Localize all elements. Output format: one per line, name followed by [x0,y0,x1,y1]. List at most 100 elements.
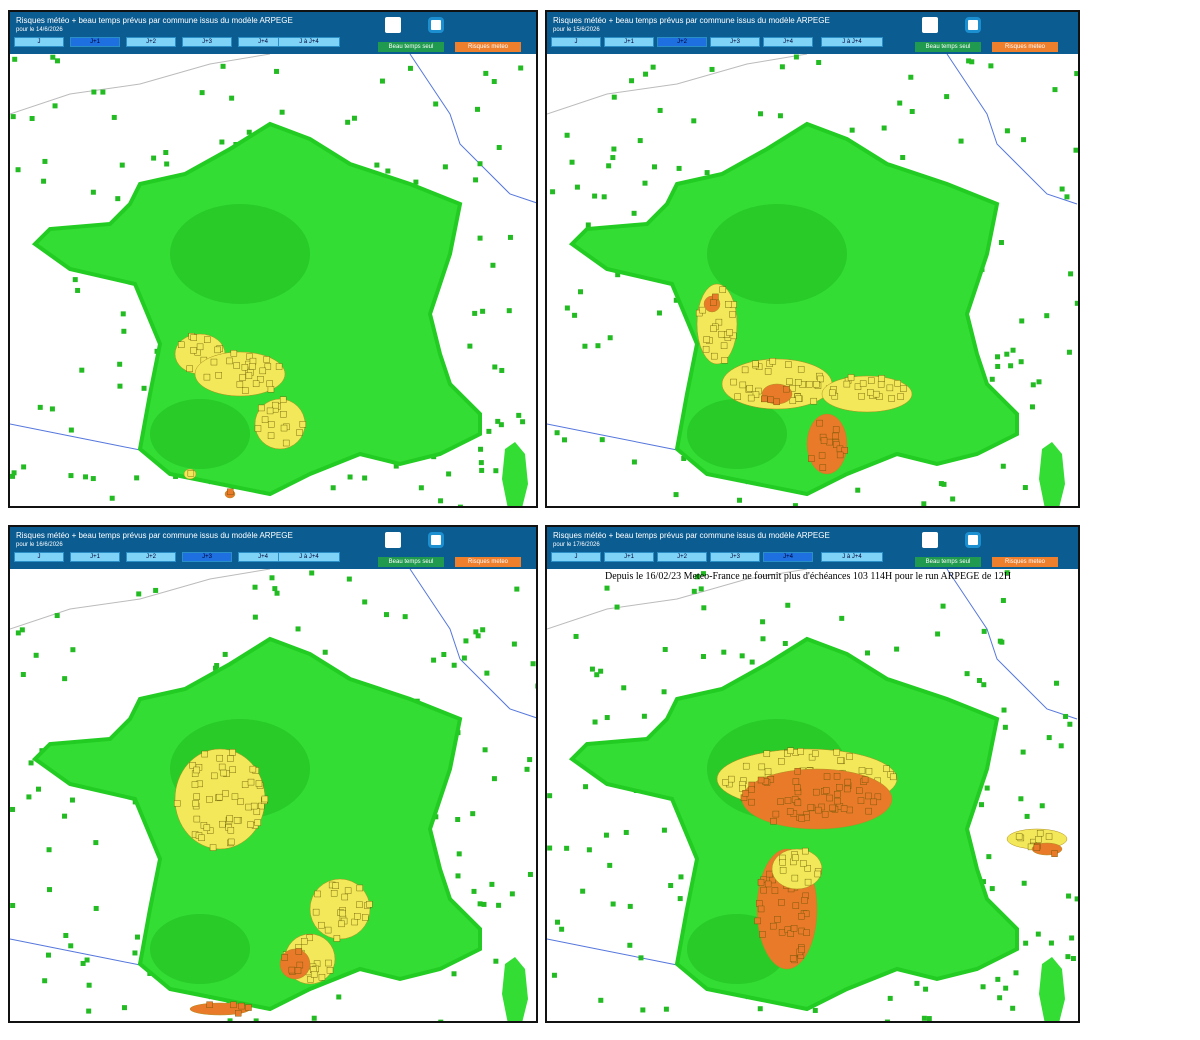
day-tab[interactable]: J à J+4 [278,552,340,562]
shrink-icon[interactable] [922,17,938,33]
day-tab[interactable]: J à J+4 [821,552,883,562]
risk-marker [718,331,725,338]
green-cell [496,902,502,908]
day-tab[interactable]: J+1 [70,552,120,562]
risk-marker [230,350,238,357]
risk-marker [219,820,226,828]
day-tab[interactable]: J à J+4 [278,37,340,47]
green-cell [213,665,219,671]
dark-green-zone [170,204,310,304]
day-tab[interactable]: J+2 [657,552,707,562]
green-cell [11,470,17,476]
risk-marker [189,762,196,769]
risk-marker [756,900,763,907]
risk-marker [230,1001,237,1009]
green-cell [385,168,391,174]
good-weather-button[interactable]: Beau temps seul [378,557,444,567]
green-cell [10,473,16,479]
green-cell [506,308,512,314]
day-tab[interactable]: J [14,37,64,47]
refresh-icon[interactable] [965,17,981,33]
good-weather-button[interactable]: Beau temps seul [378,42,444,52]
day-tab[interactable]: J+4 [763,37,813,47]
risk-marker [771,887,779,894]
day-tab[interactable]: J+1 [604,552,654,562]
risk-marker [227,488,234,495]
green-cell [134,934,140,940]
day-tab[interactable]: J+2 [657,37,707,47]
green-cell [897,100,903,106]
risk-marker [759,931,766,938]
risk-marker [834,790,841,798]
day-tab[interactable]: J+4 [763,552,813,562]
green-cell [997,995,1003,1001]
good-weather-button[interactable]: Beau temps seul [915,557,981,567]
risk-marker [812,750,819,757]
rivers [946,569,1078,720]
green-cell [691,118,697,124]
green-cell [887,995,893,1001]
risk-marker [258,802,265,810]
shrink-icon[interactable] [922,532,938,548]
risk-marker [795,395,802,402]
green-cell [475,633,481,639]
green-cell [477,161,483,167]
risk-marker [789,397,797,404]
green-cell [855,487,861,493]
day-tab[interactable]: J+2 [126,552,176,562]
green-cell [132,950,138,956]
green-cell [374,162,380,168]
green-cell [1039,803,1045,809]
risk-marker [301,938,308,945]
green-cell [477,901,483,907]
green-cell [486,428,492,434]
coastline [547,54,808,115]
weather-risk-button[interactable]: Risques meteo [455,557,521,567]
day-tab[interactable]: J+1 [604,37,654,47]
day-tab[interactable]: J+3 [710,552,760,562]
green-cell [1018,359,1024,365]
green-cell [550,189,556,195]
risk-marker [757,776,765,784]
weather-risk-button[interactable]: Risques meteo [992,557,1058,567]
risk-marker [247,821,254,828]
green-cell [935,631,941,637]
refresh-icon[interactable] [965,532,981,548]
green-cell [1052,87,1058,93]
day-tab[interactable]: J+3 [182,552,232,562]
green-cell [569,159,575,165]
risk-marker [178,341,185,348]
risk-marker [833,749,840,756]
risk-marker [800,860,807,867]
refresh-icon[interactable] [428,17,444,33]
risk-marker [834,797,841,805]
risk-marker [757,905,765,913]
risk-marker [280,424,288,432]
shrink-icon[interactable] [385,532,401,548]
day-tab[interactable]: J+2 [126,37,176,47]
green-cell [908,74,914,80]
green-cell [219,139,225,145]
day-tab[interactable]: J+3 [710,37,760,47]
day-tab[interactable]: J [551,37,601,47]
day-tab[interactable]: J+3 [182,37,232,47]
green-cell [1059,186,1065,192]
panel-title: Risques météo + beau temps prévus par co… [16,16,293,25]
day-tab[interactable]: J+1 [70,37,120,47]
shrink-icon[interactable] [385,17,401,33]
weather-risk-button[interactable]: Risques meteo [992,42,1058,52]
green-cell [481,901,487,907]
green-cell [72,277,78,283]
weather-risk-button[interactable]: Risques meteo [455,42,521,52]
refresh-icon[interactable] [428,532,444,548]
day-tab[interactable]: J [14,552,64,562]
risk-marker [245,372,253,379]
risk-marker [187,470,195,477]
good-weather-button[interactable]: Beau temps seul [915,42,981,52]
day-tab[interactable]: J à J+4 [821,37,883,47]
panel-title: Risques météo + beau temps prévus par co… [553,16,830,25]
green-cell [1023,940,1029,946]
green-cell [1067,721,1073,727]
green-cell [1036,379,1042,385]
day-tab[interactable]: J [551,552,601,562]
